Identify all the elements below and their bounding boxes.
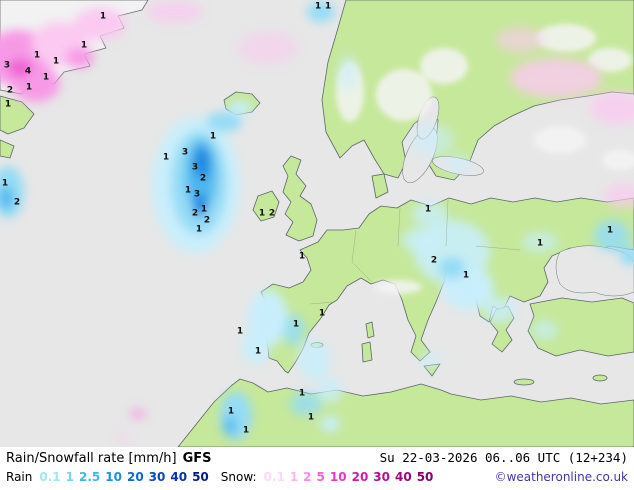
legend-value: 20: [126, 470, 144, 484]
terrain-white-patches: [336, 24, 634, 294]
legend-value: 30: [373, 470, 390, 484]
legend-value: 1: [65, 470, 74, 484]
legend-value: 10: [105, 470, 122, 484]
sardinia: [361, 341, 373, 363]
model-name: GFS: [182, 451, 212, 466]
rain-legend-values: 0.1 1 2.5 10 20 30 40 50: [39, 470, 208, 484]
chart-footer: Rain/Snowfall rate [mm/h] GFS Su 22-03-20…: [0, 447, 634, 490]
ireland: [252, 190, 280, 222]
snow-legend-values: 0.1 1 2 5 10 20 30 40 50: [264, 470, 434, 484]
corsica: [365, 321, 375, 339]
inland-seas: [402, 96, 634, 297]
legend-value: 40: [170, 470, 188, 484]
canada-coast: [0, 139, 15, 159]
rain-legend-label: Rain: [6, 470, 33, 484]
chart-title: Rain/Snowfall rate [mm/h] GFS: [6, 451, 211, 466]
snow-legend-label: Snow:: [220, 470, 257, 484]
crete: [513, 378, 535, 386]
legend-value: 50: [416, 470, 434, 484]
cyprus: [592, 374, 608, 382]
legend-value: 10: [329, 470, 347, 484]
copyright-text: ©weatheronline.co.uk: [494, 470, 628, 484]
footer-title-row: Rain/Snowfall rate [mm/h] GFS Su 22-03-20…: [6, 450, 628, 466]
north-africa: [177, 378, 634, 447]
legend-value: 2.5: [79, 470, 101, 484]
snow-precipitation-overlay: [0, 1, 634, 442]
legend-value: 0.1: [39, 470, 61, 484]
legend-value: 30: [148, 470, 166, 484]
country-borders: [309, 199, 521, 305]
rain-precipitation-overlay: [0, 2, 634, 440]
denmark: [371, 173, 389, 199]
legend-value: 5: [316, 470, 325, 484]
legend-value: 40: [395, 470, 412, 484]
legend-value: 50: [192, 470, 209, 484]
chart-title-text: Rain/Snowfall rate [mm/h]: [6, 451, 177, 466]
legend-value: 2: [303, 470, 312, 484]
legend-row: Rain 0.1 1 2.5 10 20 30 40 50 Snow: 0.1 1 2 5 10 20 3…: [6, 470, 628, 484]
chart-datetime: Su 22-03-2026 06..06 UTC (12+234): [379, 450, 628, 465]
map-graphic: [0, 0, 634, 447]
great-britain: [282, 155, 318, 242]
legend-value: 0.1: [263, 470, 285, 484]
legend-value: 20: [351, 470, 369, 484]
turkey: [527, 297, 634, 357]
legend-value: 1: [289, 470, 299, 484]
labrador: [0, 95, 35, 135]
